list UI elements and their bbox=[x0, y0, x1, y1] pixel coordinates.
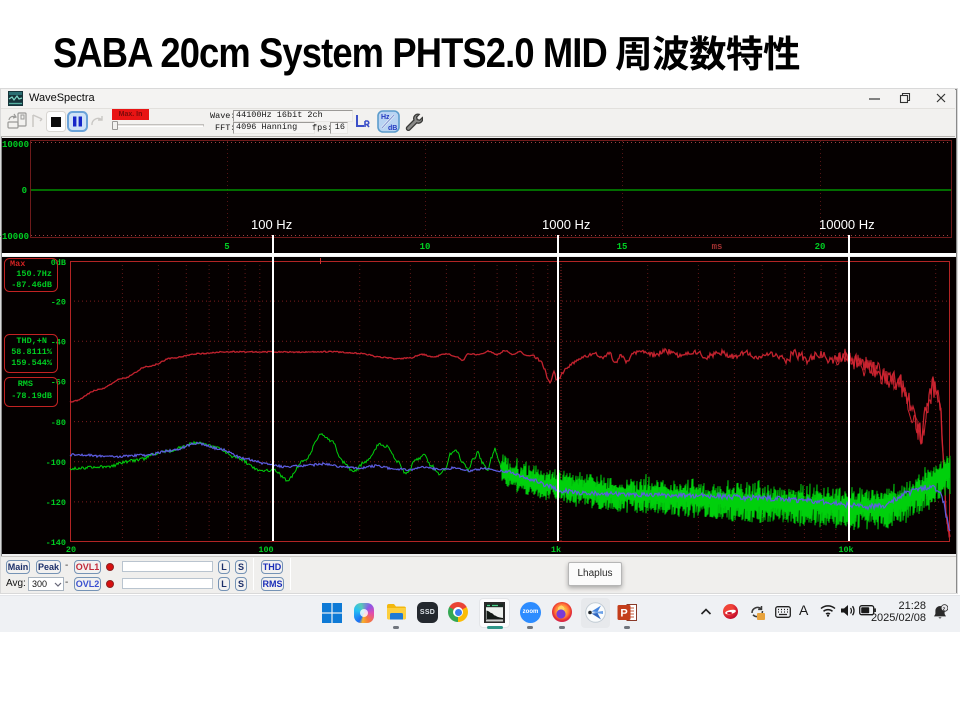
svg-text:z: z bbox=[943, 606, 946, 612]
svg-text:ms: ms bbox=[712, 242, 723, 252]
svg-text:5: 5 bbox=[224, 242, 229, 252]
svg-text:P: P bbox=[620, 608, 627, 620]
svg-text:-140: -140 bbox=[46, 538, 66, 548]
svg-text:dB: dB bbox=[388, 125, 397, 132]
svg-text:10000: 10000 bbox=[2, 140, 29, 150]
svg-text:0dB: 0dB bbox=[51, 258, 66, 268]
svg-text:20: 20 bbox=[66, 545, 76, 554]
svg-text:100: 100 bbox=[258, 545, 273, 554]
svg-text:Max: Max bbox=[10, 259, 25, 269]
svg-text:-78.19dB: -78.19dB bbox=[11, 391, 52, 401]
svg-text:-87.46dB: -87.46dB bbox=[11, 280, 52, 290]
svg-text:0: 0 bbox=[22, 186, 27, 196]
svg-text:-100: -100 bbox=[46, 458, 66, 468]
svg-text:-60: -60 bbox=[51, 378, 66, 388]
svg-text:10: 10 bbox=[420, 242, 431, 252]
svg-text:-80: -80 bbox=[51, 418, 66, 428]
svg-text:15: 15 bbox=[617, 242, 628, 252]
svg-text:RMS: RMS bbox=[18, 379, 33, 389]
svg-text:10k: 10k bbox=[838, 545, 853, 554]
svg-text:20: 20 bbox=[815, 242, 826, 252]
svg-text:1k: 1k bbox=[551, 545, 561, 554]
svg-text:58.8111%: 58.8111% bbox=[11, 347, 53, 357]
svg-text:-10000: -10000 bbox=[0, 232, 29, 242]
svg-text:-20: -20 bbox=[51, 297, 66, 307]
svg-text:Hz: Hz bbox=[381, 114, 390, 121]
svg-text:159.544%: 159.544% bbox=[11, 358, 53, 368]
svg-text:-40: -40 bbox=[51, 337, 66, 347]
svg-text:-120: -120 bbox=[46, 498, 66, 508]
svg-text:THD,+N: THD,+N bbox=[16, 336, 47, 346]
svg-text:150.7Hz: 150.7Hz bbox=[16, 269, 52, 279]
